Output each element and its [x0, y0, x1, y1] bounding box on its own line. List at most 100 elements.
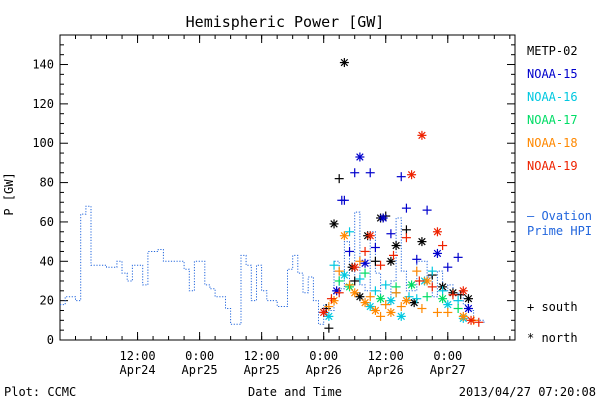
south-point	[370, 256, 380, 266]
marker-stroke	[379, 214, 387, 222]
south-point	[412, 254, 422, 264]
footer-credit: Plot: CCMC	[4, 385, 76, 399]
x-tick-label: 0:00	[309, 349, 338, 363]
south-point	[376, 311, 386, 321]
north-point	[365, 231, 375, 241]
x-tick-label: 0:00	[185, 349, 214, 363]
marker-stroke	[356, 153, 364, 161]
south-point	[401, 233, 411, 243]
ovation-hpi-line	[60, 205, 485, 325]
north-point	[432, 248, 442, 258]
north-point	[443, 300, 453, 310]
chart-title: Hemispheric Power [GW]	[186, 13, 385, 31]
plot-frame	[59, 34, 516, 341]
series-noaa-19	[319, 130, 484, 327]
marker-stroke	[387, 308, 395, 317]
south-point	[381, 280, 391, 290]
south-point	[324, 323, 334, 333]
south-point	[427, 282, 437, 292]
north-point	[463, 294, 473, 304]
legend-entry: NOAA-17	[527, 113, 578, 127]
north-point	[407, 280, 417, 290]
south-point	[365, 292, 375, 302]
south-point	[438, 241, 448, 251]
marker-stroke	[459, 312, 468, 321]
south-point	[417, 304, 427, 314]
south-point	[365, 168, 375, 178]
south-point	[360, 246, 370, 256]
north-point	[329, 219, 339, 229]
north-point	[376, 294, 386, 304]
marker-stroke	[402, 296, 411, 305]
north-point	[339, 270, 349, 280]
legend-entry: NOAA-18	[527, 136, 578, 150]
south-point	[396, 302, 406, 312]
south-point	[381, 300, 391, 310]
south-point	[412, 294, 422, 304]
ovation-series	[60, 205, 485, 325]
south-point	[422, 205, 432, 215]
x-tick-date-label: Apr25	[182, 363, 218, 377]
south-point	[370, 286, 380, 296]
north-point	[458, 286, 468, 296]
north-point	[417, 237, 427, 247]
south-point	[355, 256, 365, 266]
marker-stroke	[392, 241, 400, 250]
north-point	[339, 231, 349, 241]
marker-stroke	[340, 231, 349, 240]
y-axis-label: P [GW]	[2, 172, 16, 215]
x-tick-date-label: Apr27	[430, 363, 466, 377]
y-tick-label: 60	[40, 215, 54, 229]
south-point	[414, 276, 424, 286]
south-point	[376, 260, 386, 270]
south-point	[326, 294, 336, 304]
x-tick-label: 12:00	[244, 349, 280, 363]
north-point	[386, 296, 396, 306]
y-tick-label: 80	[40, 176, 54, 190]
legend-entry: NOAA-19	[527, 159, 578, 173]
south-point	[334, 174, 344, 184]
marker-stroke	[418, 237, 426, 246]
marker-stroke	[464, 294, 473, 303]
south-point	[334, 276, 344, 286]
y-tick-label: 120	[32, 97, 54, 111]
x-tick-date-label: Apr24	[119, 363, 155, 377]
south-point	[391, 288, 401, 298]
south-point	[427, 266, 437, 276]
north-point	[360, 258, 370, 268]
marker-stroke	[330, 220, 338, 228]
marker-stroke	[371, 306, 380, 315]
y-tick-label: 0	[47, 333, 54, 347]
south-point	[453, 296, 463, 306]
marker-stroke	[407, 281, 416, 289]
x-tick-date-label: Apr25	[244, 363, 280, 377]
south-point	[324, 302, 334, 312]
marker-stroke	[376, 294, 385, 303]
north-point	[401, 296, 411, 306]
south-point	[412, 266, 422, 276]
north-point	[350, 288, 360, 298]
south-point	[334, 288, 344, 298]
series-metp-02	[321, 58, 473, 333]
north-point	[466, 315, 476, 325]
marker-stroke	[340, 271, 349, 279]
north-point	[339, 58, 349, 68]
legend-ovation-line2: Prime HPI	[527, 224, 592, 238]
series-noaa-17	[334, 268, 463, 314]
south-point	[350, 168, 360, 178]
legend-south-marker: + south	[527, 300, 578, 314]
south-point	[396, 172, 406, 182]
legend-ovation: – Ovation	[527, 209, 592, 223]
south-point	[422, 292, 432, 302]
marker-stroke	[325, 312, 333, 321]
north-point	[463, 304, 473, 314]
marker-stroke	[423, 277, 431, 285]
south-point	[443, 262, 453, 272]
south-point	[474, 317, 484, 327]
legend-north-marker: * north	[527, 331, 578, 345]
south-point	[350, 276, 360, 286]
south-point	[345, 227, 355, 237]
marker-stroke	[464, 304, 473, 313]
marker-stroke	[340, 58, 349, 67]
south-point	[355, 274, 365, 284]
